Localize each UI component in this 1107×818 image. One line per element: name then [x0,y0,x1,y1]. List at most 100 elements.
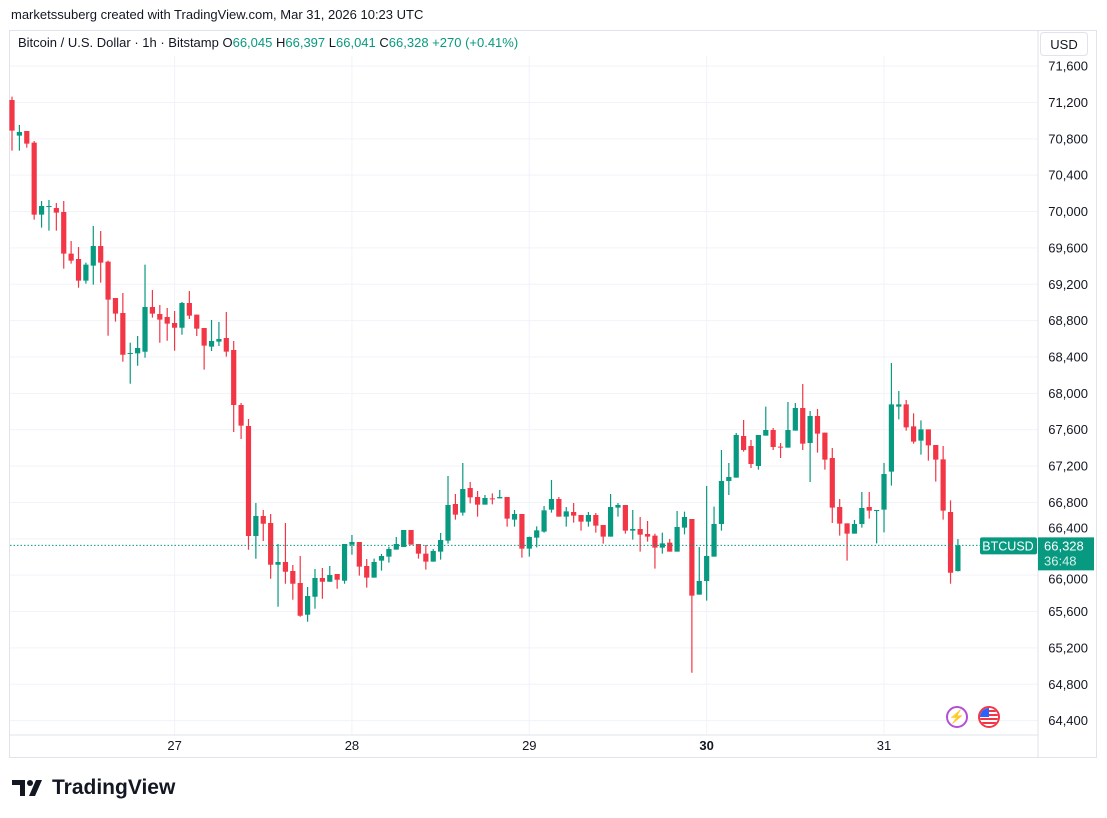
candle-body [275,562,281,565]
candle [98,231,104,283]
candle [814,409,821,453]
candle [408,530,414,545]
price-tick-label: 65,600 [1048,604,1088,619]
candle-body [874,510,880,511]
last-price-value: 66,328 [1044,538,1084,553]
candle-body [408,530,414,545]
candle-body [112,298,119,314]
candle [556,497,562,517]
candle [504,497,510,527]
candle [800,384,806,450]
price-tick-label: 66,000 [1048,571,1088,586]
candle-body [667,542,673,552]
price-tick-label: 69,200 [1048,277,1088,292]
candle [171,311,178,351]
candle [75,247,82,288]
candle-body [238,405,244,426]
candle-body [149,307,156,314]
candle-body [534,530,540,538]
close-value: 66,328 [388,35,429,50]
candle-body [452,504,458,515]
candle [947,500,954,584]
tradingview-logo[interactable]: TradingView [12,776,175,800]
candle [837,499,843,536]
candle-body [770,430,776,447]
candle-body [53,208,59,213]
candle-body [600,525,606,537]
candle-body [430,551,436,562]
candle-body [142,307,148,352]
candle-body [157,314,163,320]
candle [748,440,754,468]
candle [585,512,592,527]
candle [9,96,15,151]
candle-body [674,527,680,552]
candle-body [792,408,798,431]
candle-body [851,524,858,534]
candle-body [260,516,266,524]
price-tick-label: 70,800 [1048,131,1088,146]
candle [282,523,289,584]
candle-body [364,566,370,578]
bar-countdown: 36:48 [1044,553,1077,568]
candle-series [9,96,961,673]
candle-body [593,515,599,526]
us-flag-icon[interactable] [978,706,1000,728]
candle-body [83,264,89,281]
candle [149,290,156,318]
candle-body [231,350,237,405]
candle-body [866,507,872,511]
candle-body [68,253,74,261]
candle-body [171,323,178,328]
candle-body [349,542,355,545]
price-tick-label: 66,400 [1048,520,1088,535]
candle-body [474,497,481,505]
currency-button[interactable]: USD [1040,32,1088,56]
candle [401,530,407,547]
lightning-event-icon[interactable]: ⚡ [946,706,968,728]
candle-body [548,499,555,510]
candle-body [282,562,289,572]
candle [24,131,30,148]
candle-body [622,505,628,531]
candle [770,428,776,450]
price-tick-label: 67,200 [1048,459,1088,474]
candle [312,569,318,609]
candle [186,291,192,319]
change-value: +270 (+0.41%) [432,35,519,50]
candle-body [423,553,429,562]
chart-credit: marketssuberg created with TradingView.c… [11,7,424,22]
candle [194,314,200,336]
time-tick-label: 28 [345,738,359,753]
candle-body [75,259,82,281]
candle-body [918,429,924,441]
candle-body [925,429,931,446]
candle [83,262,89,284]
brand-name: TradingView [52,776,176,799]
price-tick-label: 67,600 [1048,422,1088,437]
candle-body [24,131,30,144]
candle-body [319,578,325,582]
candle [268,514,274,579]
candle [245,419,252,550]
time-tick-label: 31 [877,738,891,753]
candle-body [563,511,569,517]
candle [600,525,606,544]
candle [497,490,503,499]
candle-body [305,596,311,615]
candle-body [268,523,274,565]
candle [630,510,636,540]
price-tick-label: 69,600 [1048,240,1088,255]
price-tick-label: 71,200 [1048,95,1088,110]
candle [371,558,377,578]
time-tick-label: 30 [699,738,713,753]
candle [482,495,488,505]
candle-body [585,515,592,522]
symbol-legend[interactable]: Bitcoin / U.S. Dollar · 1h · Bitstamp O6… [18,35,518,50]
candle [16,125,22,151]
candle-body [378,556,385,561]
candle [696,547,702,595]
price-tick-label: 68,400 [1048,350,1088,365]
candle-body [489,498,495,500]
